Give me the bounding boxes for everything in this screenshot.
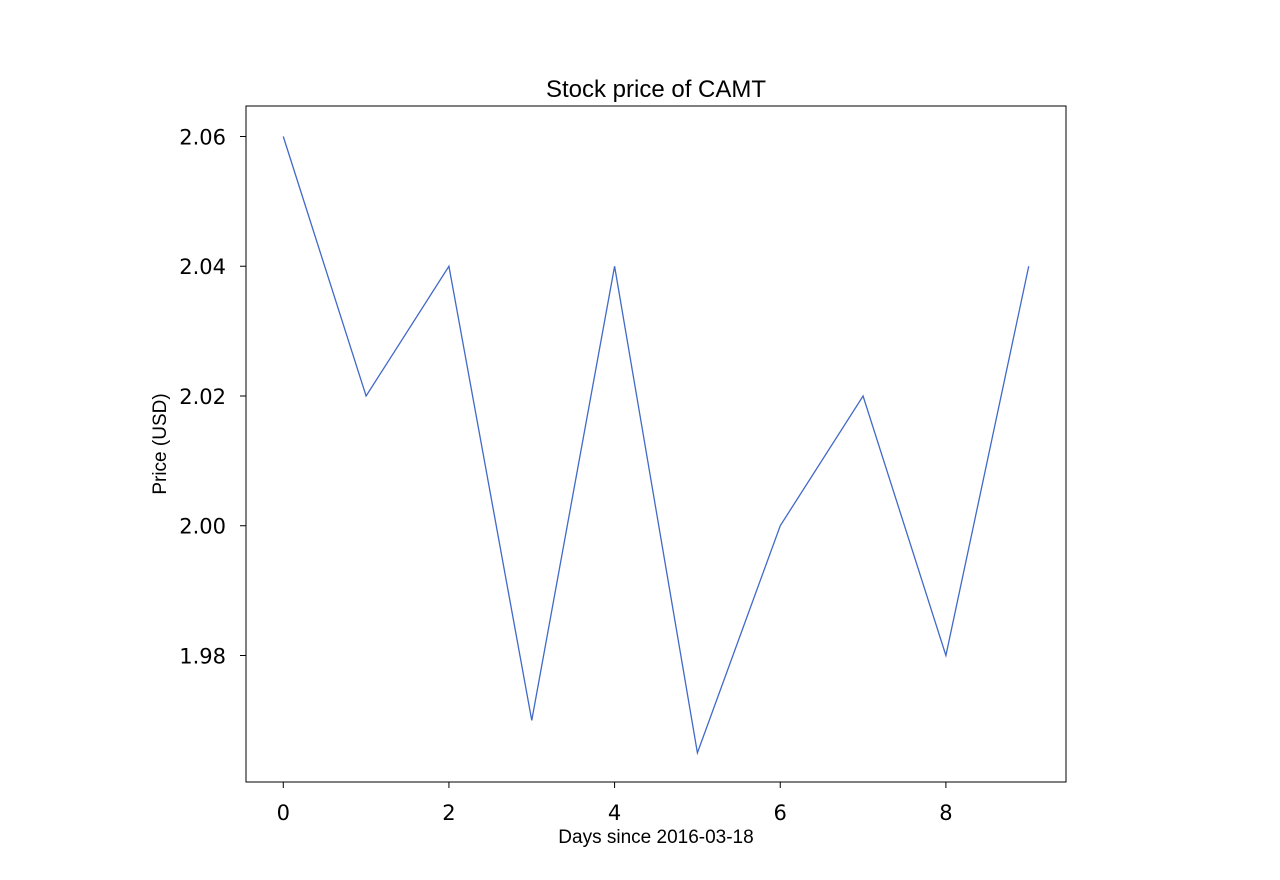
- y-tick-label: 2.06: [179, 125, 226, 149]
- y-tick-label: 2.00: [179, 515, 226, 539]
- chart-title: Stock price of CAMT: [546, 76, 766, 103]
- x-tick-label: 4: [608, 801, 621, 825]
- x-axis-label: Days since 2016-03-18: [558, 827, 753, 848]
- y-axis-label: Price (USD): [150, 393, 171, 494]
- x-axis-ticks: 0 2 4 6 8: [277, 782, 953, 825]
- series-layer: [282, 136, 1030, 756]
- series-line: [282, 136, 1030, 756]
- x-tick-label: 0: [277, 801, 290, 825]
- x-tick-label: 8: [939, 801, 952, 825]
- y-tick-label: 2.02: [179, 385, 226, 409]
- x-tick-label: 2: [442, 801, 455, 825]
- plot-area-frame: [245, 105, 1067, 783]
- y-tick-label: 2.04: [179, 255, 226, 279]
- y-tick-label: 1.98: [179, 644, 226, 668]
- x-tick-label: 6: [774, 801, 787, 825]
- y-axis-ticks: 1.98 2.00 2.02 2.04 2.06: [179, 125, 246, 668]
